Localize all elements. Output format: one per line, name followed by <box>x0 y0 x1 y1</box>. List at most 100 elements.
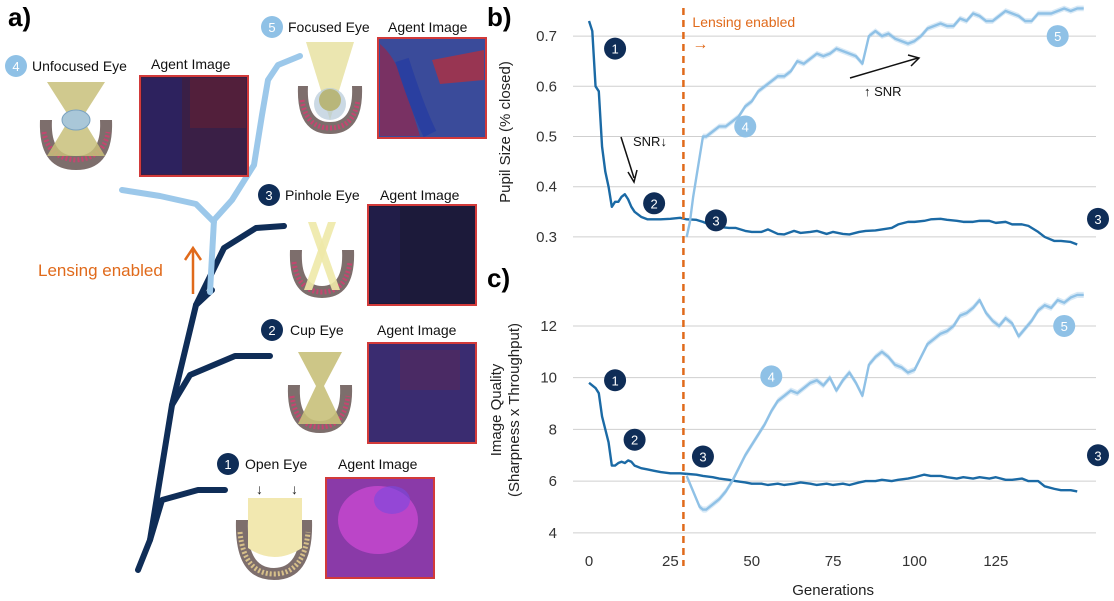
y-axis-title-line2: (Sharpness x Throughput) <box>506 323 523 497</box>
badge-2-dark <box>623 428 646 451</box>
lensing-marker: Lensing enabled <box>38 245 203 294</box>
retina-pattern <box>237 531 311 577</box>
badge-5-light <box>261 16 283 38</box>
x-tick-label: 50 <box>743 553 760 570</box>
down-arrow-icon: ↓ <box>291 481 298 497</box>
light-cone-icon <box>304 222 336 290</box>
eye-4-unfocused: 4 Unfocused Eye Agent Image <box>5 55 249 177</box>
tree-trunk-dark <box>135 287 215 573</box>
y-tick-label: 4 <box>549 525 557 542</box>
y-axis-title: Pupil Size (% closed) <box>497 61 514 203</box>
light-cone-icon <box>248 498 302 557</box>
badge-4-light <box>760 365 783 388</box>
y-tick-label: 0.3 <box>536 229 557 246</box>
chart-pupil-size: 0.3 0.4 0.5 0.6 0.7 Pupil Size (% closed) 1 2 3 3… <box>497 5 1109 246</box>
agent-image-texture <box>190 78 246 128</box>
badge-2-dark <box>261 319 283 341</box>
retina-pattern <box>289 395 351 430</box>
badge-number: 1 <box>611 373 618 388</box>
x-tick-label: 100 <box>902 553 927 570</box>
badge-5-light <box>1046 25 1069 48</box>
y-tick-label: 12 <box>540 318 557 335</box>
panel-c-label: c) <box>487 263 510 293</box>
snr-up-annotation: ↑ SNR <box>864 84 902 99</box>
tree-trunk-light <box>207 53 303 295</box>
tree-branch-unfocused-eye <box>119 187 217 225</box>
y-axis-title-line1: Image Quality <box>488 363 505 456</box>
x-axis-title: Generations <box>792 582 874 599</box>
badge-1-dark <box>604 37 627 60</box>
badge-1-dark <box>217 453 239 475</box>
badge-3-dark <box>1087 444 1109 467</box>
badge-3-dark <box>1087 207 1109 230</box>
down-arrow-icon: ↓ <box>256 481 263 497</box>
retina-pattern <box>299 99 361 131</box>
badge-number: 3 <box>1094 212 1101 227</box>
y-tick-label: 10 <box>540 370 557 387</box>
eye-name-label: Focused Eye <box>288 19 370 35</box>
badge-number: 4 <box>768 369 775 384</box>
agent-image-label: Agent Image <box>380 187 460 203</box>
badge-number: 3 <box>699 450 706 465</box>
badge-3-dark <box>704 209 727 232</box>
badge-number: 3 <box>712 213 719 228</box>
agent-image-texture <box>400 350 460 390</box>
agent-image-texture <box>380 44 420 136</box>
right-arrow-icon: → <box>692 36 708 53</box>
lensing-vline-label: Lensing enabled <box>692 14 795 30</box>
eye-1-open: 1 Open Eye Agent Image ↓ ↓ <box>217 453 435 580</box>
badge-number: 1 <box>611 42 618 57</box>
badge-number: 2 <box>268 323 275 338</box>
up-arrow-icon <box>183 245 203 294</box>
light-cone-icon <box>298 352 342 424</box>
agent-image-label: Agent Image <box>151 56 231 72</box>
badge-number: 5 <box>1054 29 1061 44</box>
badge-3-dark <box>258 184 280 206</box>
light-cone-icon <box>306 42 354 120</box>
snr-down-annotation: SNR↓ <box>633 134 667 149</box>
agent-image-label: Agent Image <box>388 19 468 35</box>
y-tick-label: 8 <box>549 421 557 438</box>
eye-name-label: Open Eye <box>245 456 307 472</box>
eye-3-pinhole: 3 Pinhole Eye Agent Image <box>258 184 477 306</box>
panel-a-label: a) <box>8 2 31 32</box>
agent-image-texture <box>432 50 484 84</box>
eye-name-label: Unfocused Eye <box>32 58 127 74</box>
agent-image-texture <box>395 57 437 138</box>
badge-number: 5 <box>1061 319 1068 334</box>
series-dark-line <box>588 381 1078 493</box>
arrowhead-icon <box>627 169 638 184</box>
lensing-enabled-label: Lensing enabled <box>38 261 163 280</box>
badge-number: 5 <box>268 20 275 35</box>
y-tick-label: 0.5 <box>536 129 557 146</box>
badge-number: 3 <box>1094 448 1101 463</box>
x-tick-label: 25 <box>662 553 679 570</box>
y-tick-label: 0.4 <box>536 179 557 196</box>
y-tick-label: 6 <box>549 473 557 490</box>
y-tick-label: 0.7 <box>536 28 557 45</box>
agent-image-label: Agent Image <box>338 456 418 472</box>
x-tick-label: 0 <box>585 553 593 570</box>
y-tick-label: 0.6 <box>536 78 557 95</box>
arrowhead-icon <box>907 54 921 67</box>
badge-1-dark <box>604 369 627 392</box>
badge-number: 2 <box>651 196 658 211</box>
badge-number: 4 <box>742 119 749 134</box>
eye-name-label: Cup Eye <box>290 322 344 338</box>
retina-pattern <box>41 131 111 163</box>
panel-b-label: b) <box>487 2 512 32</box>
badge-3-dark <box>691 445 714 468</box>
agent-image-texture <box>142 78 182 174</box>
lens-icon <box>61 109 91 131</box>
badge-5-light <box>1053 314 1076 337</box>
x-tick-label: 125 <box>983 553 1008 570</box>
retina-pattern <box>291 261 353 295</box>
snr-down-arrow-icon <box>620 136 635 179</box>
badge-2-dark <box>643 192 666 215</box>
badge-4-light <box>5 55 27 77</box>
eye-2-cup: 2 Cup Eye Agent Image <box>261 319 477 444</box>
agent-image-texture <box>374 486 410 514</box>
lensing-vline-group: Lensing enabled → <box>682 8 795 566</box>
badge-number: 3 <box>265 188 272 203</box>
